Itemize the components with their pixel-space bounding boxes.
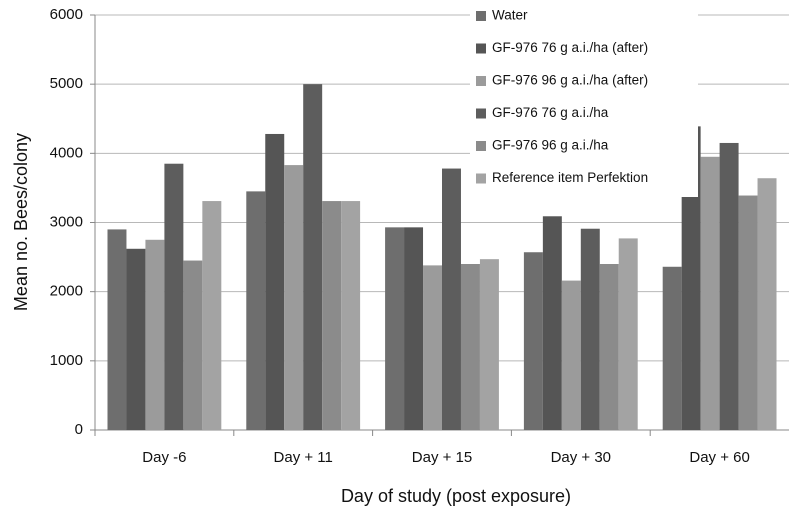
bar bbox=[164, 163, 184, 431]
bar bbox=[542, 216, 562, 430]
bar bbox=[183, 260, 203, 430]
bar bbox=[479, 259, 499, 430]
legend-box bbox=[470, 0, 698, 197]
bar bbox=[681, 126, 701, 430]
bar bbox=[757, 178, 777, 430]
y-axis-label: Mean no. Bees/colony bbox=[11, 133, 31, 311]
bar bbox=[145, 239, 165, 430]
legend-label: Water bbox=[492, 8, 528, 23]
y-tick-label: 3000 bbox=[50, 213, 83, 230]
x-tick-label: Day -6 bbox=[142, 449, 186, 466]
bar bbox=[580, 228, 600, 430]
legend-label: GF-976 96 g a.i./ha bbox=[492, 138, 609, 153]
bar bbox=[284, 165, 304, 430]
bar bbox=[303, 84, 323, 431]
legend-label: Reference item Perfektion bbox=[492, 170, 648, 185]
bar bbox=[322, 201, 342, 430]
bar bbox=[700, 156, 720, 430]
legend-swatch bbox=[476, 173, 486, 184]
legend-swatch bbox=[476, 11, 486, 21]
bar bbox=[126, 248, 146, 430]
legend-swatch bbox=[476, 43, 486, 54]
bar bbox=[460, 264, 480, 430]
x-tick-label: Day + 15 bbox=[412, 449, 472, 466]
legend-swatch bbox=[476, 76, 486, 86]
bar bbox=[442, 168, 461, 431]
legend-label: GF-976 96 g a.i./ha (after) bbox=[492, 73, 648, 88]
bar bbox=[618, 238, 638, 430]
x-tick-label: Day + 11 bbox=[274, 449, 333, 466]
bar bbox=[246, 191, 266, 430]
x-axis-label: Day of study (post exposure) bbox=[341, 486, 571, 506]
bar bbox=[423, 265, 442, 430]
bar bbox=[202, 201, 222, 430]
x-tick-label: Day + 30 bbox=[551, 449, 611, 466]
legend-label: GF-976 76 g a.i./ha (after) bbox=[492, 40, 648, 55]
y-tick-label: 0 bbox=[75, 421, 83, 438]
bar bbox=[662, 266, 682, 430]
legend-label: GF-976 76 g a.i./ha bbox=[492, 105, 609, 120]
y-tick-label: 6000 bbox=[50, 6, 83, 23]
bar bbox=[719, 142, 739, 431]
bar bbox=[523, 252, 543, 430]
x-tick-label: Day + 60 bbox=[689, 449, 749, 466]
bar bbox=[599, 264, 619, 430]
y-tick-label: 4000 bbox=[50, 144, 83, 161]
y-tick-label: 5000 bbox=[50, 75, 83, 92]
bar bbox=[738, 195, 758, 430]
bar bbox=[341, 201, 361, 430]
bar bbox=[561, 280, 581, 430]
bar bbox=[107, 229, 127, 430]
bar bbox=[404, 227, 424, 430]
bar bbox=[385, 227, 405, 430]
bar bbox=[265, 133, 285, 430]
y-tick-label: 1000 bbox=[50, 352, 83, 369]
y-tick-label: 2000 bbox=[50, 283, 83, 300]
legend-swatch bbox=[476, 141, 486, 151]
legend-swatch bbox=[476, 108, 486, 119]
